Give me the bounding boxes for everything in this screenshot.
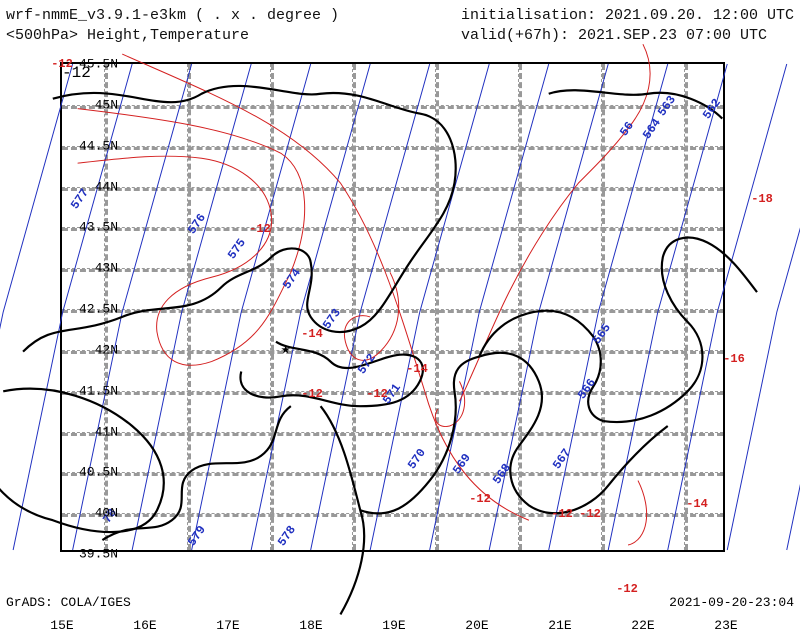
xtick-20E: 20E (465, 618, 488, 633)
boundary-eastern-border (603, 238, 757, 422)
field-line: <500hPa> Height,Temperature (6, 26, 339, 46)
height-contour-576 (787, 44, 800, 550)
ytick-45-5N: 45.5N (72, 57, 118, 72)
temp-label-14c-right: -14 (686, 497, 708, 511)
ytick-41N: 41N (72, 424, 118, 439)
temp-label-12c-bottom: -12 (616, 582, 638, 596)
ytick-45N: 45N (72, 97, 118, 112)
boundary-mainland-border-1 (321, 406, 365, 614)
temp-label-16c: -16 (723, 352, 745, 366)
temp-contour-right-diagonal (459, 44, 650, 401)
xtick-16E: 16E (133, 618, 156, 633)
height-contour-570 (430, 64, 549, 550)
temp-label-12c-south1: -12 (469, 492, 491, 506)
boundary-southwest-hills (102, 406, 290, 540)
height-contour-575 (727, 64, 800, 550)
model-line: wrf-nmmE_v3.9.1-e3km ( . x . degree ) (6, 6, 339, 26)
footer-left-text: GrADS: COLA/IGES (6, 595, 131, 610)
ytick-43N: 43N (72, 261, 118, 276)
ytick-44N: 44N (72, 179, 118, 194)
ytick-42-5N: 42.5N (72, 302, 118, 317)
xtick-18E: 18E (299, 618, 322, 633)
header-right-block: initialisation: 2021.09.20. 12:00 UTC va… (461, 6, 794, 46)
height-contour-568 (311, 64, 430, 550)
xtick-17E: 17E (216, 618, 239, 633)
contour-svg-layer: ★ (62, 64, 723, 550)
xtick-22E: 22E (631, 618, 654, 633)
xtick-15E: 15E (50, 618, 73, 633)
height-contour-565 (132, 64, 251, 550)
temp-label-14c-upperleft: -14 (301, 327, 323, 341)
header-bar: wrf-nmmE_v3.9.1-e3km ( . x . degree ) <5… (6, 6, 794, 56)
xtick-19E: 19E (382, 618, 405, 633)
ytick-39-5N: 39.5N (72, 547, 118, 562)
ytick-43-5N: 43.5N (72, 220, 118, 235)
height-contour-566 (192, 64, 311, 550)
temp-label-12c-south4: -12 (579, 507, 601, 521)
height-contour-562 (0, 64, 73, 550)
temp-label-12c-midleft: -12 (366, 387, 388, 401)
temp-label-12c-south3: -12 (551, 507, 573, 521)
valid-line: valid(+67h): 2021.SEP.23 07:00 UTC (461, 26, 794, 46)
map-plot-area[interactable]: ★ 577 576 575 574 573 572 571 570 569 56… (60, 62, 725, 552)
boundary-northeast-edge (549, 90, 723, 118)
ytick-41-5N: 41.5N (72, 383, 118, 398)
xtick-23E: 23E (714, 618, 737, 633)
ytick-44-5N: 44.5N (72, 138, 118, 153)
temp-label-12c-north: -12 (249, 222, 271, 236)
init-line: initialisation: 2021.09.20. 12:00 UTC (461, 6, 794, 26)
footer-right-text: 2021-09-20-23:04 (669, 595, 794, 610)
header-left-block: wrf-nmmE_v3.9.1-e3km ( . x . degree ) <5… (6, 6, 339, 46)
ytick-40-5N: 40.5N (72, 465, 118, 480)
xtick-21E: 21E (548, 618, 571, 633)
location-star-marker: ★ (281, 341, 291, 359)
height-contour-574 (668, 64, 787, 550)
height-contour-569 (370, 64, 489, 550)
temp-label-12c-farleft: -12 (51, 57, 73, 71)
ytick-40N: 40N (72, 506, 118, 521)
temp-label-18c: -18 (751, 192, 773, 206)
temp-label-14c-mid: -14 (406, 362, 428, 376)
ytick-42N: 42N (72, 342, 118, 357)
temp-label-12c-left2: -12 (301, 387, 323, 401)
temp-contour-bottom-loop-12c (628, 481, 647, 545)
